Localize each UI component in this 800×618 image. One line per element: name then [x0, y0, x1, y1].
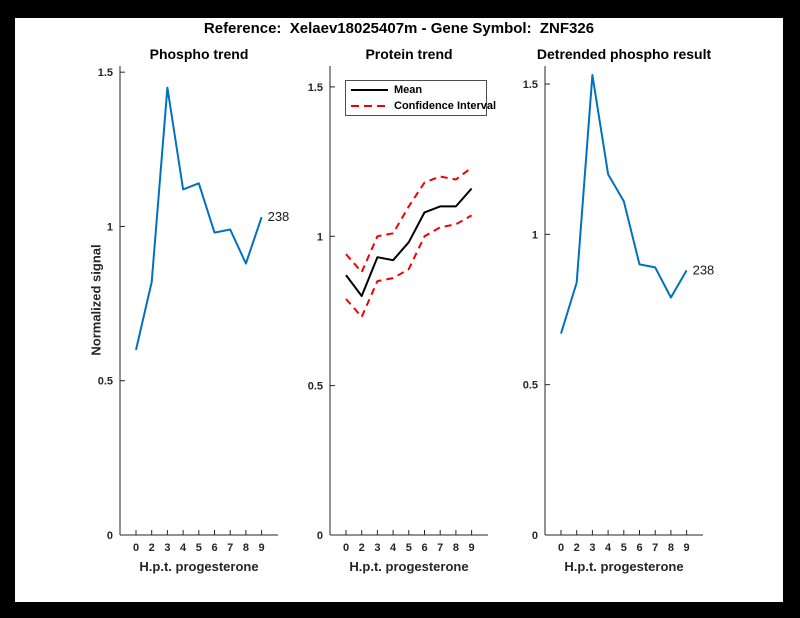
svg-text:3: 3 [374, 542, 380, 554]
subplot-title-protein-trend: Protein trend [365, 46, 453, 62]
svg-text:8: 8 [243, 542, 249, 554]
figure-title: Reference: Xelaev18025407m - Gene Symbol… [203, 20, 595, 37]
svg-text:7: 7 [652, 542, 658, 554]
svg-text:1: 1 [532, 229, 538, 241]
svg-text:2: 2 [574, 542, 580, 554]
svg-text:4: 4 [605, 542, 612, 554]
svg-text:7: 7 [227, 542, 233, 554]
legend-entry-confidence-interval: Confidence Interval [346, 98, 496, 114]
x-axis-label-detrended: H.p.t. progesterone [564, 559, 684, 574]
svg-text:0: 0 [317, 530, 323, 542]
svg-text:9: 9 [684, 542, 690, 554]
legend: Mean Confidence Interval [345, 80, 496, 116]
svg-text:1.5: 1.5 [308, 82, 323, 94]
subplot-title-detrended-phospho: Detrended phospho result [536, 46, 712, 62]
svg-text:9: 9 [469, 542, 475, 554]
svg-text:238: 238 [268, 209, 290, 224]
legend-label-mean: Mean [394, 83, 423, 96]
svg-text:0.5: 0.5 [98, 376, 113, 388]
legend-entry-mean: Mean [346, 82, 486, 98]
svg-text:3: 3 [164, 542, 170, 554]
mean-line-sample [351, 88, 388, 91]
svg-text:5: 5 [196, 542, 202, 554]
svg-text:2: 2 [359, 542, 365, 554]
svg-text:0.5: 0.5 [523, 380, 538, 392]
svg-text:2: 2 [149, 542, 155, 554]
protein-trend-chart: 00.511.50 2 3 4 5 6 7 8 9 [308, 66, 488, 554]
svg-text:0: 0 [343, 542, 349, 554]
x-axis-label-phospho: H.p.t. progesterone [139, 559, 259, 574]
svg-text:6: 6 [636, 542, 642, 554]
svg-text:6: 6 [421, 542, 427, 554]
svg-text:5: 5 [406, 542, 412, 554]
svg-text:1.5: 1.5 [98, 67, 113, 79]
svg-text:4: 4 [390, 542, 397, 554]
x-axis-label-protein: H.p.t. progesterone [349, 559, 469, 574]
svg-text:0: 0 [532, 530, 538, 542]
svg-text:238: 238 [693, 262, 715, 277]
svg-text:4: 4 [180, 542, 187, 554]
svg-text:0: 0 [133, 542, 139, 554]
svg-text:6: 6 [211, 542, 217, 554]
svg-text:3: 3 [589, 542, 595, 554]
svg-text:9: 9 [259, 542, 265, 554]
svg-text:1: 1 [317, 231, 323, 243]
svg-text:0: 0 [558, 542, 564, 554]
svg-text:7: 7 [437, 542, 443, 554]
legend-label-confidence-interval: Confidence Interval [394, 100, 497, 113]
confidence-interval-line-sample [351, 105, 388, 108]
svg-text:8: 8 [668, 542, 674, 554]
svg-text:0: 0 [107, 530, 113, 542]
svg-text:5: 5 [621, 542, 627, 554]
svg-text:8: 8 [453, 542, 459, 554]
subplot-title-phospho-trend: Phospho trend [149, 46, 249, 62]
svg-text:0.5: 0.5 [308, 381, 323, 393]
svg-text:1.5: 1.5 [523, 79, 538, 91]
figure-canvas: Reference: Xelaev18025407m - Gene Symbol… [15, 18, 783, 602]
svg-text:1: 1 [107, 221, 113, 233]
